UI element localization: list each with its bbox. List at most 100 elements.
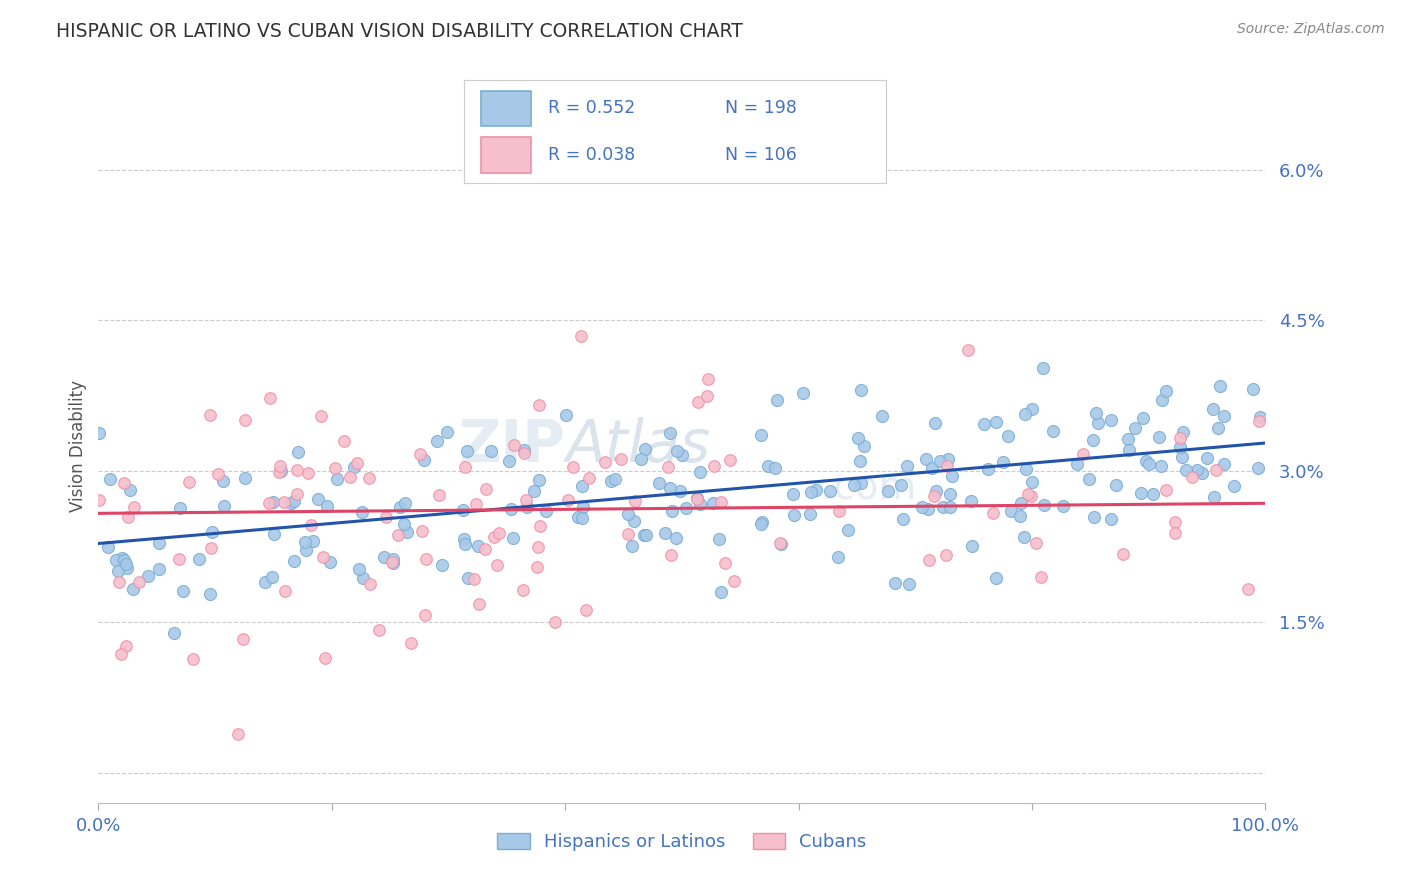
Point — [502, 438, 524, 452]
Point — [707, 533, 730, 547]
Point — [710, 494, 733, 508]
Point — [1202, 490, 1225, 504]
Point — [686, 491, 709, 506]
Point — [111, 551, 134, 566]
Point — [749, 516, 772, 531]
Point — [911, 500, 934, 514]
Point — [381, 556, 404, 570]
Point — [714, 556, 737, 570]
Point — [387, 527, 409, 541]
Point — [997, 428, 1019, 442]
Point — [877, 484, 900, 499]
Point — [98, 472, 121, 486]
Point — [226, 727, 249, 741]
Point — [575, 603, 598, 617]
Point — [200, 541, 222, 556]
Point — [1174, 463, 1197, 477]
Point — [1021, 475, 1043, 489]
Point — [105, 553, 128, 567]
Point — [661, 504, 683, 518]
Point — [299, 518, 322, 533]
Point — [569, 328, 592, 343]
Point — [474, 542, 496, 557]
Point — [572, 500, 595, 514]
Point — [557, 492, 579, 507]
Point — [316, 499, 339, 513]
Point — [984, 571, 1007, 585]
Point — [457, 571, 479, 585]
Point — [1142, 487, 1164, 501]
Point — [181, 652, 204, 666]
Point — [842, 478, 865, 492]
Point — [1129, 486, 1152, 500]
Point — [259, 496, 281, 510]
Point — [883, 575, 905, 590]
Point — [453, 502, 475, 516]
Point — [467, 539, 489, 553]
Point — [924, 417, 946, 431]
Point — [427, 488, 450, 502]
Point — [782, 487, 804, 501]
Point — [1241, 382, 1264, 396]
Text: .com: .com — [823, 470, 917, 508]
Point — [1025, 536, 1047, 550]
Point — [122, 500, 145, 514]
Point — [280, 496, 302, 510]
Point — [287, 463, 309, 477]
Point — [148, 562, 170, 576]
Point — [270, 464, 292, 478]
Point — [932, 500, 955, 515]
Point — [984, 415, 1007, 429]
Point — [262, 494, 284, 508]
Text: Atlas: Atlas — [565, 417, 710, 475]
Point — [600, 474, 623, 488]
Point — [1010, 496, 1032, 510]
Point — [394, 496, 416, 510]
Point — [148, 536, 170, 550]
Point — [97, 541, 120, 555]
Point — [1132, 411, 1154, 425]
Point — [571, 478, 593, 492]
Point — [436, 425, 458, 440]
Point — [766, 393, 789, 408]
Point — [828, 504, 851, 518]
Point — [669, 483, 692, 498]
Point — [957, 343, 980, 358]
Point — [915, 452, 938, 467]
Text: N = 106: N = 106 — [725, 145, 797, 163]
Point — [513, 446, 536, 460]
Point — [702, 496, 724, 510]
Point — [749, 428, 772, 442]
Point — [623, 514, 645, 528]
Point — [482, 530, 505, 544]
Point — [941, 469, 963, 483]
Point — [1249, 414, 1271, 428]
Point — [1099, 413, 1122, 427]
Point — [188, 552, 211, 566]
Point — [259, 391, 281, 405]
Point — [488, 525, 510, 540]
Point — [897, 577, 920, 591]
Point — [382, 556, 405, 570]
Point — [114, 639, 136, 653]
Point — [1032, 498, 1054, 512]
Point — [665, 531, 688, 545]
Point — [527, 398, 550, 412]
Point — [115, 557, 138, 571]
Point — [661, 549, 683, 563]
Point — [323, 461, 346, 475]
Point — [675, 500, 697, 515]
Point — [465, 497, 488, 511]
Point — [1147, 430, 1170, 444]
Point — [658, 481, 681, 495]
Point — [107, 564, 129, 578]
Point — [283, 554, 305, 568]
Point — [654, 525, 676, 540]
Point — [389, 500, 412, 514]
Point — [395, 524, 418, 539]
Point — [1249, 409, 1271, 424]
Point — [756, 459, 779, 474]
Point — [1032, 361, 1054, 376]
Point — [571, 511, 593, 525]
Point — [872, 409, 894, 424]
